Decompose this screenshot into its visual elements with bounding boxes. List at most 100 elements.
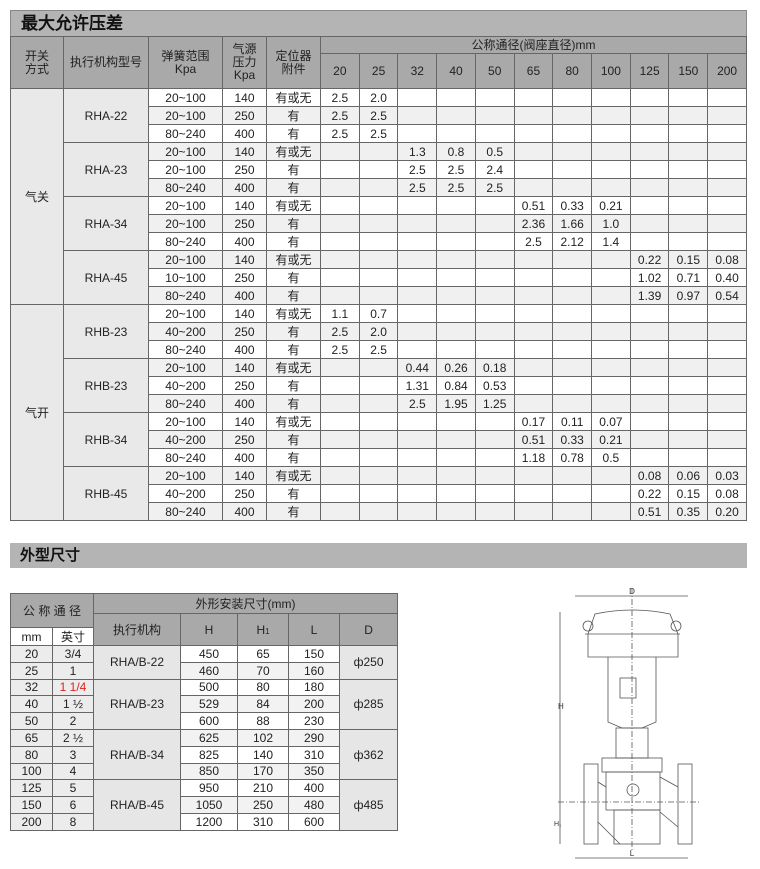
pressure-diff-cell bbox=[668, 340, 709, 359]
pressure-diff-cell bbox=[320, 160, 360, 179]
pressure-diff-cell: 1.18 bbox=[513, 448, 554, 467]
pressure-diff-cell bbox=[629, 106, 670, 125]
table-row: 65 2 ½ RHA/B-34 625 102 290 ф362 bbox=[10, 728, 399, 781]
header-H1-subscript: 1 bbox=[265, 626, 270, 636]
pressure-diff-cell bbox=[513, 376, 554, 395]
supply-pressure-cell: 400 bbox=[222, 340, 267, 359]
header-L: L bbox=[288, 613, 341, 646]
pressure-diff-cell bbox=[358, 412, 399, 431]
positioner-cell: 有 bbox=[266, 160, 321, 179]
pressure-diff-cell bbox=[707, 376, 747, 395]
H1-cell: 102 bbox=[237, 728, 290, 747]
pressure-diff-cell: 1.31 bbox=[397, 376, 438, 395]
spring-range-cell: 40~200 bbox=[148, 484, 223, 503]
spring-range-cell: 20~100 bbox=[148, 160, 223, 179]
H1-cell: 65 bbox=[237, 645, 290, 663]
H1-cell: 250 bbox=[237, 796, 290, 814]
pressure-diff-cell bbox=[668, 304, 709, 323]
mm-cell: 65 bbox=[10, 728, 53, 747]
actuator-model-cell: RHB-23 bbox=[63, 304, 149, 359]
header-size-80: 80 bbox=[552, 53, 593, 89]
pressure-diff-cell: 0.5 bbox=[591, 448, 631, 467]
pressure-diff-cell bbox=[513, 160, 554, 179]
pressure-diff-cell: 2.5 bbox=[320, 124, 360, 143]
pressure-diff-cell bbox=[629, 394, 670, 413]
spring-range-cell: 20~100 bbox=[148, 250, 223, 269]
pressure-diff-cell bbox=[436, 340, 476, 359]
pressure-diff-cell bbox=[513, 268, 554, 287]
pressure-diff-cell bbox=[707, 394, 747, 413]
pressure-diff-cell: 1.66 bbox=[552, 214, 593, 233]
inch-cell: 1 bbox=[51, 661, 95, 680]
pressure-diff-cell: 0.33 bbox=[552, 430, 593, 449]
H-cell: 1050 bbox=[180, 796, 239, 814]
header-size-20: 20 bbox=[320, 53, 360, 89]
pressure-diff-cell bbox=[397, 484, 438, 503]
supply-pressure-cell: 140 bbox=[222, 250, 267, 269]
header-actuator-model: 执行机构型号 bbox=[63, 36, 149, 89]
L-cell: 310 bbox=[288, 745, 341, 764]
header-size-65: 65 bbox=[513, 53, 554, 89]
table-row: RHA-45 20~100 140 有或无 0.22 0.15 0.08 bbox=[11, 250, 747, 305]
table-row: 40~200 250 有 0.51 0.33 0.21 bbox=[11, 430, 747, 449]
actuator-model-cell: RHA-23 bbox=[63, 142, 149, 197]
header-spring-range: 弹簧范围 Kpa bbox=[148, 36, 223, 89]
max-pressure-diff-table: 开关 方式 执行机构型号 弹簧范围 Kpa 气源 压力 Kpa 定位器 附件 公… bbox=[10, 36, 747, 521]
pressure-diff-cell bbox=[436, 430, 476, 449]
pressure-diff-cell bbox=[629, 124, 670, 143]
pressure-diff-cell bbox=[591, 376, 631, 395]
pressure-diff-cell bbox=[552, 124, 593, 143]
pressure-diff-cell bbox=[358, 286, 399, 305]
positioner-cell: 有 bbox=[266, 340, 321, 359]
pressure-diff-cell: 0.78 bbox=[552, 448, 593, 467]
spring-range-cell: 80~240 bbox=[148, 232, 223, 251]
table-row: 100 4 850 170 350 bbox=[10, 762, 398, 781]
positioner-cell: 有 bbox=[266, 502, 321, 521]
pressure-diff-cell bbox=[591, 394, 631, 413]
spring-range-cell: 20~100 bbox=[148, 214, 223, 233]
pressure-diff-cell: 2.5 bbox=[397, 394, 438, 413]
pressure-diff-cell bbox=[320, 430, 360, 449]
supply-pressure-cell: 250 bbox=[222, 322, 267, 341]
actuator-model-cell: RHB-45 bbox=[63, 466, 149, 521]
L-cell: 150 bbox=[288, 645, 341, 663]
L-cell: 480 bbox=[288, 796, 341, 814]
pressure-diff-cell bbox=[513, 466, 554, 485]
supply-pressure-cell: 400 bbox=[222, 502, 267, 521]
lifting-eye-left bbox=[582, 620, 594, 632]
supply-pressure-cell: 250 bbox=[222, 106, 267, 125]
pressure-diff-cell bbox=[513, 286, 554, 305]
mm-cell: 200 bbox=[10, 812, 53, 831]
positioner-cell: 有 bbox=[266, 430, 321, 449]
pressure-diff-cell: 1.39 bbox=[629, 286, 670, 305]
pressure-diff-cell bbox=[629, 340, 670, 359]
pressure-diff-cell: 2.5 bbox=[320, 106, 360, 125]
pressure-diff-cell: 0.21 bbox=[591, 196, 631, 215]
pressure-diff-cell bbox=[552, 358, 593, 377]
pressure-diff-cell bbox=[591, 142, 631, 161]
H1-cell: 80 bbox=[237, 678, 290, 697]
pressure-diff-cell: 0.5 bbox=[474, 142, 515, 161]
H-cell: 450 bbox=[180, 645, 239, 663]
pressure-diff-cell: 0.26 bbox=[436, 358, 476, 377]
pressure-diff-cell: 0.8 bbox=[436, 142, 476, 161]
table-row: 80~240 400 有 2.5 2.5 bbox=[11, 124, 747, 143]
positioner-cell: 有 bbox=[266, 178, 321, 197]
pressure-diff-cell bbox=[436, 502, 476, 521]
pressure-diff-cell bbox=[668, 124, 709, 143]
D-cell: ф485 bbox=[339, 779, 399, 831]
table-row: 80~240 400 有 1.39 0.97 0.54 bbox=[11, 286, 747, 305]
supply-pressure-cell: 250 bbox=[222, 430, 267, 449]
actuator-cell: RHA/B-22 bbox=[93, 645, 182, 680]
H-cell: 625 bbox=[180, 728, 239, 747]
table-row: RHB-23 20~100 140 有或无 0.44 0.26 0.18 bbox=[11, 358, 747, 413]
pressure-diff-cell bbox=[513, 88, 554, 107]
pressure-diff-cell bbox=[474, 232, 515, 251]
pressure-diff-cell: 2.5 bbox=[474, 178, 515, 197]
dimensions-table: 公 称 通 径 外形安装尺寸(mm) 执行机构 H H1 L D mm 英寸 2… bbox=[9, 593, 399, 831]
supply-pressure-cell: 140 bbox=[222, 304, 267, 323]
actuator-diaphragm-housing bbox=[587, 609, 679, 658]
positioner-cell: 有 bbox=[266, 268, 321, 287]
pressure-diff-cell bbox=[436, 304, 476, 323]
spring-range-cell: 80~240 bbox=[148, 178, 223, 197]
